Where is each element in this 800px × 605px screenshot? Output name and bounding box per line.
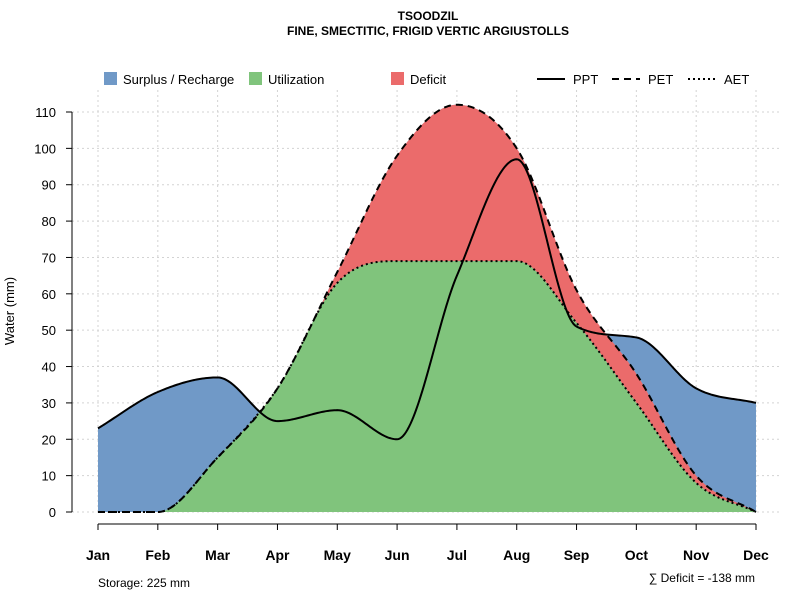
x-tick-label: Apr xyxy=(265,547,290,563)
x-tick-label: Feb xyxy=(145,547,170,563)
area-layer xyxy=(98,104,756,512)
x-tick-label: Jan xyxy=(86,547,110,563)
x-tick-label: Aug xyxy=(503,547,530,563)
chart-title: TSOODZIL xyxy=(398,9,459,23)
y-axis-label: Water (mm) xyxy=(2,277,17,345)
y-tick-label: 20 xyxy=(42,432,56,447)
legend-label-ppt: PPT xyxy=(573,72,598,87)
legend-swatch-surplus xyxy=(104,72,117,85)
x-tick-label: May xyxy=(324,547,351,563)
chart-subtitle: FINE, SMECTITIC, FRIGID VERTIC ARGIUSTOL… xyxy=(287,24,569,38)
legend: Surplus / Recharge Utilization Deficit P… xyxy=(104,72,749,87)
legend-label-pet: PET xyxy=(648,72,673,87)
y-tick-label: 10 xyxy=(42,469,56,484)
legend-label-deficit: Deficit xyxy=(410,72,447,87)
x-tick-label: Jun xyxy=(385,547,410,563)
y-tick-label: 30 xyxy=(42,396,56,411)
deficit-note: ∑ Deficit = -138 mm xyxy=(649,571,755,585)
legend-swatch-utilization xyxy=(249,72,262,85)
ppt-line xyxy=(97,158,757,441)
x-tick-label: Dec xyxy=(743,547,769,563)
legend-swatch-deficit xyxy=(391,72,404,85)
y-tick-label: 100 xyxy=(34,141,56,156)
x-tick-label: Mar xyxy=(205,547,230,563)
legend-label-surplus: Surplus / Recharge xyxy=(123,72,234,87)
y-tick-label: 80 xyxy=(42,214,56,229)
y-tick-label: 70 xyxy=(42,250,56,265)
axes: 0 10 20 30 40 50 60 70 80 90 100 110 Jan Feb Mar Apr May… xyxy=(34,105,769,563)
pet-line xyxy=(98,103,757,513)
deficit-area xyxy=(98,104,756,512)
y-tick-label: 90 xyxy=(42,178,56,193)
utilization-area xyxy=(98,261,756,512)
x-tick-label: Oct xyxy=(625,547,649,563)
x-tick-label: Nov xyxy=(683,547,710,563)
legend-label-aet: AET xyxy=(724,72,749,87)
y-tick-label: 110 xyxy=(35,105,56,120)
y-tick-label: 60 xyxy=(42,287,56,302)
x-tick-label: Jul xyxy=(447,547,467,563)
legend-label-utilization: Utilization xyxy=(268,72,324,87)
y-tick-label: 50 xyxy=(42,323,56,338)
line-layer xyxy=(97,103,757,513)
storage-note: Storage: 225 mm xyxy=(98,576,190,590)
y-tick-label: 0 xyxy=(49,505,56,520)
y-tick-label: 40 xyxy=(42,360,56,375)
x-tick-label: Sep xyxy=(564,547,590,563)
aet-line xyxy=(98,260,757,513)
